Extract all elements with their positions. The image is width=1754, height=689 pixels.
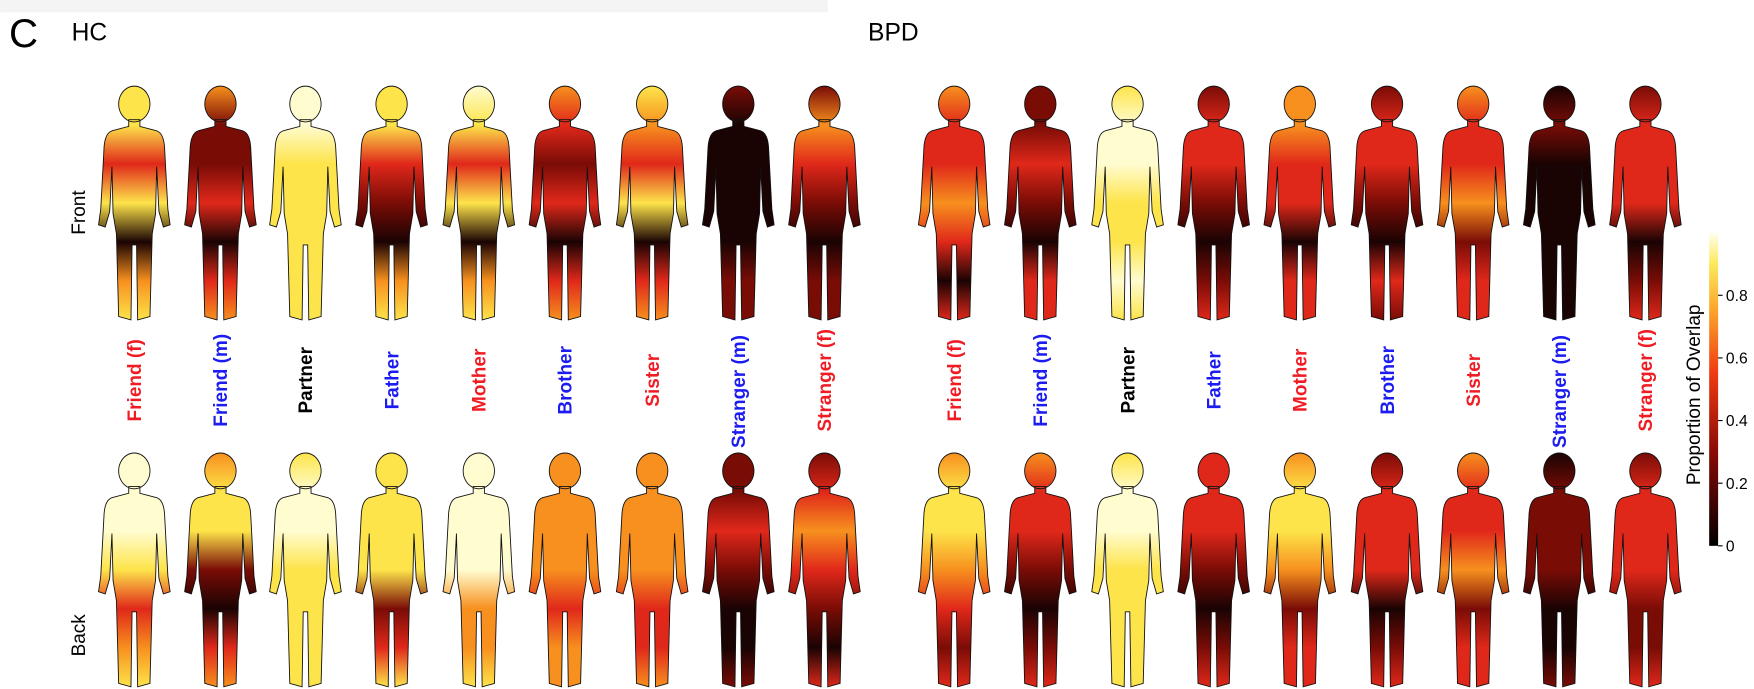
body-heatmap — [1437, 453, 1509, 687]
person-label: Stranger (f) — [815, 329, 836, 431]
body-heatmap — [918, 453, 990, 687]
person-label: Partner — [296, 346, 317, 413]
person-label: Father — [1204, 351, 1225, 410]
body-heatmap — [1005, 453, 1077, 687]
person-label: Stranger (f) — [1636, 329, 1657, 431]
colorbar-tick-label: 0.2 — [1726, 476, 1748, 493]
body-heatmap — [270, 453, 342, 687]
body-heatmap — [1178, 453, 1250, 687]
view-label: Front — [69, 190, 90, 235]
colorbar-tick-label: 0.8 — [1726, 288, 1748, 305]
body-heatmap — [1005, 86, 1077, 320]
person-label: Brother — [1378, 345, 1399, 414]
person-label: Father — [382, 351, 403, 410]
body-heatmap — [1178, 86, 1250, 320]
body-heatmap — [1523, 86, 1595, 320]
colorbar-label: Proportion of Overlap — [1684, 305, 1705, 486]
body-heatmap — [270, 86, 342, 320]
body-heatmap — [99, 86, 171, 320]
body-heatmap — [1264, 86, 1336, 320]
body-heatmap — [1437, 86, 1509, 320]
body-heatmap — [1351, 453, 1423, 687]
group-title: HC — [72, 19, 108, 46]
body-heatmap — [703, 453, 775, 687]
person-label: Sister — [1464, 353, 1485, 406]
panel-letter: C — [9, 11, 38, 56]
body-heatmap — [918, 86, 990, 320]
body-heatmap — [1610, 86, 1682, 320]
body-heatmap — [1264, 453, 1336, 687]
body-heatmap — [1092, 453, 1164, 687]
body-heatmap — [99, 453, 171, 687]
body-heatmap — [185, 453, 257, 687]
body-heatmap — [443, 453, 515, 687]
top-strip — [0, 0, 828, 12]
person-label: Friend (f) — [945, 339, 966, 421]
person-label: Partner — [1118, 346, 1139, 413]
figure: C HC BPD Front Back Friend (f) Friend (m)… — [0, 0, 1754, 689]
body-heatmap — [1092, 86, 1164, 320]
body-heatmap — [529, 453, 601, 687]
person-label: Mother — [1291, 348, 1312, 412]
body-heatmap — [616, 453, 688, 687]
group-title: BPD — [868, 19, 919, 46]
page: {"panel_letter":"C", "groups":[ {"title"… — [0, 0, 1754, 689]
body-heatmap — [1351, 86, 1423, 320]
colorbar-tick-label: 0.6 — [1726, 351, 1748, 368]
body-heatmap — [789, 86, 861, 320]
person-label: Friend (m) — [1031, 334, 1052, 427]
person-label: Sister — [643, 353, 664, 406]
person-label: Brother — [556, 345, 577, 414]
body-heatmap — [1610, 453, 1682, 687]
view-label: Back — [69, 614, 90, 657]
body-heatmap — [616, 86, 688, 320]
colorbar-tick-label: 0 — [1726, 538, 1735, 555]
body-heatmap — [356, 86, 428, 320]
person-label: Mother — [470, 348, 491, 412]
body-heatmap — [356, 453, 428, 687]
person-label: Stranger (m) — [729, 335, 750, 448]
person-label: Stranger (m) — [1550, 335, 1571, 448]
body-heatmap — [703, 86, 775, 320]
body-heatmap — [443, 86, 515, 320]
body-heatmap — [185, 86, 257, 320]
body-heatmap — [789, 453, 861, 687]
body-heatmap — [529, 86, 601, 320]
colorbar-tick-label: 0.4 — [1726, 413, 1748, 430]
person-label: Friend (m) — [211, 334, 232, 427]
body-heatmap — [1523, 453, 1595, 687]
colorbar — [1709, 233, 1718, 546]
person-label: Friend (f) — [125, 339, 146, 421]
